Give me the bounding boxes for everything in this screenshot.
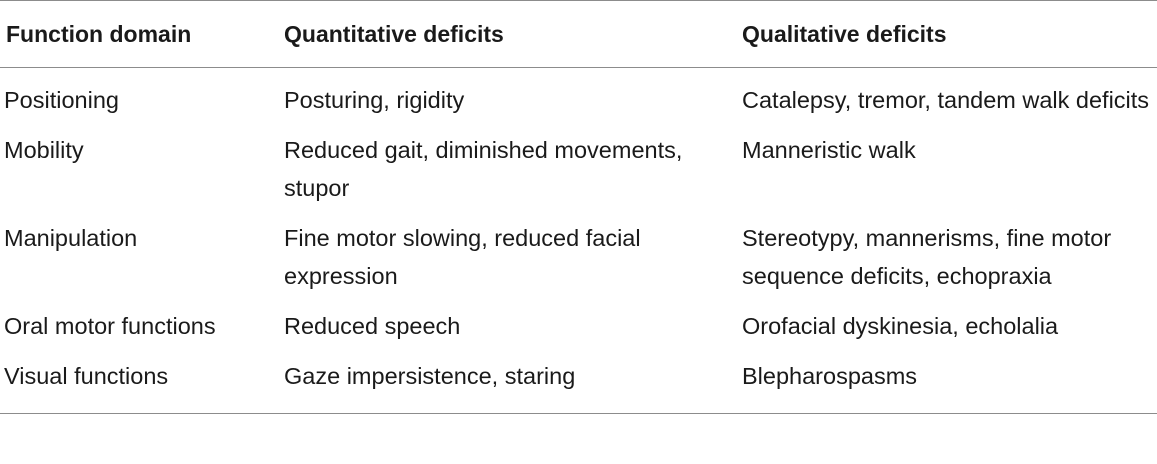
table-row: Positioning Posturing, rigidity Cataleps… [0,68,1157,126]
cell-qualitative-deficits: Blepharospasms [742,363,918,389]
header-function-domain: Function domain [6,20,192,47]
table-body: Positioning Posturing, rigidity Cataleps… [0,68,1157,414]
cell-function-domain: Mobility [4,137,84,163]
table-row: Manipulation Fine motor slowing, reduced… [0,213,1157,301]
cell-qualitative-deficits: Catalepsy, tremor, tandem walk deficits [742,87,1150,113]
header-qualitative-deficits: Qualitative deficits [742,20,947,47]
table-row: Mobility Reduced gait, diminished moveme… [0,125,1157,213]
cell-qualitative-deficits: Orofacial dyskinesia, echolalia [742,313,1059,339]
cell-qualitative-deficits: Manneristic walk [742,137,916,163]
cell-function-domain: Oral motor functions [4,313,216,339]
table-row: Oral motor functions Reduced speech Orof… [0,301,1157,351]
cell-quantitative-deficits: Reduced gait, diminished movements, stup… [284,137,683,201]
table-header: Function domain Quantitative deficits Qu… [0,0,1157,68]
header-quantitative-deficits: Quantitative deficits [284,20,504,47]
cell-qualitative-deficits: Stereotypy, mannerisms, fine motor seque… [742,225,1112,289]
table-row: Visual functions Gaze impersistence, sta… [0,351,1157,414]
cell-function-domain: Manipulation [4,225,138,251]
cell-quantitative-deficits: Gaze impersistence, staring [284,363,576,389]
cell-function-domain: Positioning [4,87,119,113]
cell-quantitative-deficits: Fine motor slowing, reduced facial expre… [284,225,641,289]
header-row: Function domain Quantitative deficits Qu… [0,0,1157,68]
deficits-table: Function domain Quantitative deficits Qu… [0,0,1157,414]
cell-function-domain: Visual functions [4,363,169,389]
cell-quantitative-deficits: Reduced speech [284,313,461,339]
cell-quantitative-deficits: Posturing, rigidity [284,87,465,113]
